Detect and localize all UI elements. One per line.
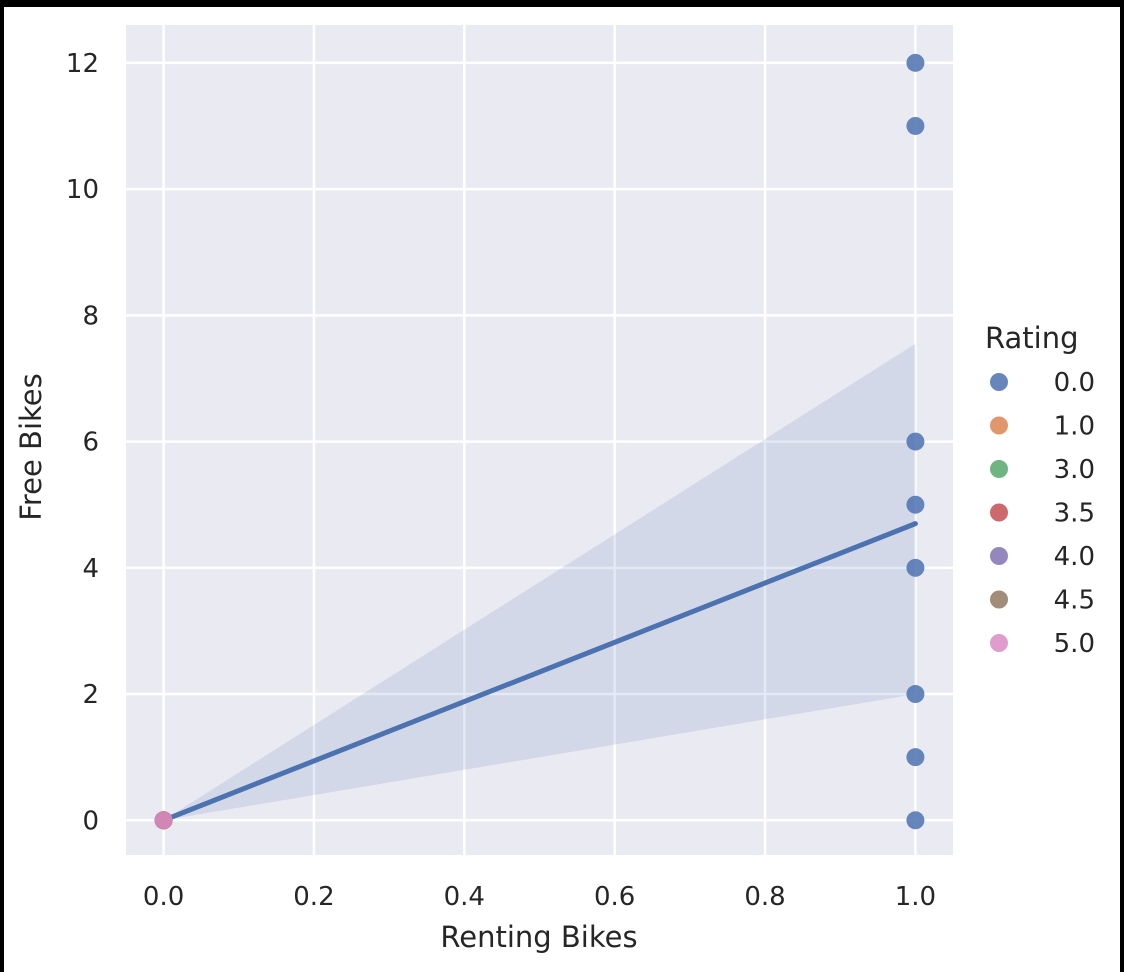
scatter-point xyxy=(906,495,925,514)
scatter-point xyxy=(154,811,173,830)
x-tick-label: 0.2 xyxy=(293,882,334,912)
legend-marker xyxy=(990,634,1008,652)
legend-title: Rating xyxy=(985,321,1079,355)
scatter-point xyxy=(906,748,925,767)
legend-label: 0.0 xyxy=(1054,368,1095,398)
x-tick-label: 0.0 xyxy=(143,882,184,912)
y-tick-label: 6 xyxy=(82,428,99,458)
legend-marker xyxy=(990,373,1008,391)
scatter-point xyxy=(906,116,925,135)
regression-line-group xyxy=(161,521,918,823)
chart-svg: 0.0 0.2 0.4 0.6 0.8 1.0 0 2 4 6 8 10 12 Renting Bik… xyxy=(14,25,1095,954)
legend-marker xyxy=(990,590,1008,609)
confidence-band xyxy=(163,343,916,821)
legend-label: 3.0 xyxy=(1054,455,1095,485)
legend-marker xyxy=(990,547,1008,565)
confidence-interval xyxy=(163,343,916,821)
legend-label: 4.5 xyxy=(1054,586,1095,616)
x-tick-label: 0.8 xyxy=(744,882,785,912)
legend-marker xyxy=(990,416,1008,435)
y-tick-labels: 0 2 4 6 8 10 12 xyxy=(66,49,99,836)
x-tick-label: 1.0 xyxy=(895,882,936,912)
x-axis-label: Renting Bikes xyxy=(440,920,637,954)
x-tick-label: 0.4 xyxy=(444,882,485,912)
legend-label: 5.0 xyxy=(1054,629,1095,659)
regression-line xyxy=(161,521,918,823)
plot-area xyxy=(126,25,953,855)
scatter-point xyxy=(906,53,925,72)
y-axis-label: Free Bikes xyxy=(14,373,48,520)
legend-label: 3.5 xyxy=(1054,499,1095,529)
scatter-point xyxy=(906,558,925,577)
y-tick-label: 12 xyxy=(66,49,99,79)
x-tick-label: 0.6 xyxy=(594,882,635,912)
grid xyxy=(126,25,953,855)
y-tick-label: 10 xyxy=(66,175,99,205)
legend-label: 1.0 xyxy=(1054,412,1095,442)
x-tick-labels: 0.0 0.2 0.4 0.6 0.8 1.0 xyxy=(143,882,936,912)
y-tick-label: 4 xyxy=(82,554,99,584)
scatter-point xyxy=(906,811,925,830)
scatter-point xyxy=(906,685,925,704)
chart-figure: 0.0 0.2 0.4 0.6 0.8 1.0 0 2 4 6 8 10 12 Renting Bik… xyxy=(4,7,1120,972)
y-tick-label: 2 xyxy=(82,680,99,710)
legend-marker xyxy=(990,460,1008,478)
scatter-point xyxy=(906,432,925,451)
y-tick-label: 0 xyxy=(82,806,99,836)
y-tick-label: 8 xyxy=(82,301,99,331)
legend: Rating 0.0 1.0 3.0 3.5 4.0 4.5 5.0 xyxy=(985,321,1095,659)
legend-label: 4.0 xyxy=(1054,542,1095,572)
points xyxy=(154,53,925,830)
legend-marker xyxy=(990,503,1008,522)
